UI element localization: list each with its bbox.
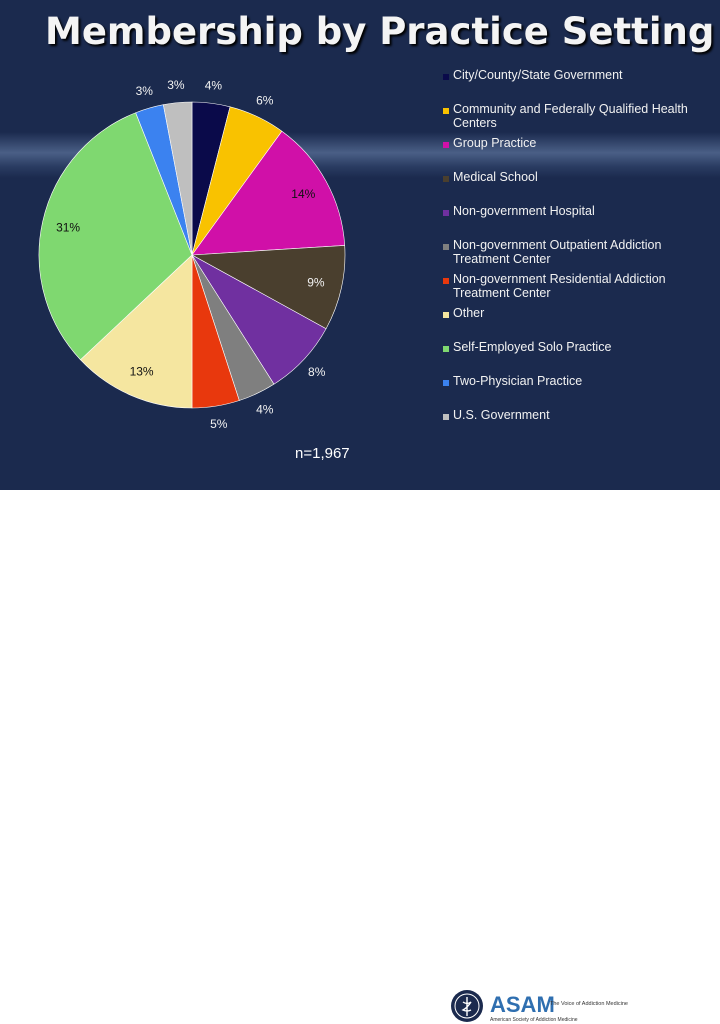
legend-swatch — [443, 380, 449, 386]
slide-title: Membership by Practice Setting — [45, 10, 715, 53]
legend-item-medical-school: Medical School — [443, 170, 713, 184]
data-label-self-employed-solo-practice: 31% — [56, 220, 80, 234]
legend-label: Non-government Hospital — [453, 204, 595, 218]
legend-swatch — [443, 312, 449, 318]
legend-label: Non-government Residential Addiction Tre… — [453, 272, 666, 300]
legend-swatch — [443, 176, 449, 182]
legend-item-community-and-federally-qualified-health-centers: Community and Federally Qualified Health… — [443, 102, 713, 130]
legend-label: Self-Employed Solo Practice — [453, 340, 612, 354]
legend-label: Non-government Outpatient Addiction Trea… — [453, 238, 662, 266]
legend-swatch — [443, 346, 449, 352]
pie-slice-self-employed-solo-practice — [38, 112, 193, 361]
logo-wordmark: ASAM — [490, 992, 555, 1017]
legend-label: U.S. Government — [453, 408, 550, 422]
legend-item-non-government-outpatient-addiction-treatment-center: Non-government Outpatient Addiction Trea… — [443, 238, 713, 266]
legend-label: City/County/State Government — [453, 68, 623, 82]
legend-item-other: Other — [443, 306, 713, 320]
data-label-non-government-outpatient-addiction-treatment-center: 4% — [256, 403, 274, 417]
data-label-two-physician-practice: 3% — [136, 84, 154, 98]
asam-logo: ASAM The Voice of Addiction Medicine Ame… — [451, 990, 628, 1023]
pie-slices — [38, 101, 346, 409]
legend-item-two-physician-practice: Two-Physician Practice — [443, 374, 713, 388]
legend-label: Two-Physician Practice — [453, 374, 583, 388]
legend-swatch — [443, 414, 449, 420]
legend-swatch — [443, 142, 449, 148]
pie-slice-other — [80, 254, 193, 409]
pie-slice-u-s-government — [162, 101, 193, 256]
legend-swatch — [443, 108, 449, 114]
footer: ASAM The Voice of Addiction Medicine Ame… — [0, 490, 720, 1023]
legend-label: Group Practice — [453, 136, 537, 150]
legend-item-group-practice: Group Practice — [443, 136, 713, 150]
data-label-group-practice: 14% — [291, 187, 315, 201]
sample-size-label: n=1,967 — [295, 445, 350, 462]
legend-item-city-county-state-government: City/County/State Government — [443, 68, 713, 82]
legend-swatch — [443, 278, 449, 284]
pie-slice-medical-school — [190, 245, 346, 330]
legend-label: Community and Federally Qualified Health… — [453, 102, 688, 130]
data-label-medical-school: 9% — [307, 276, 325, 290]
legend-label: Other — [453, 306, 485, 320]
legend-item-non-government-residential-addiction-treatment-center: Non-government Residential Addiction Tre… — [443, 272, 713, 300]
slide-background: Membership by Practice Setting 4% 6% 14% 9%… — [0, 0, 720, 490]
pie-chart: 4% 6% 14% 9% 8% 4% 5% 13% 31% 3% 3% — [38, 78, 346, 431]
pie-labels: 4% 6% 14% 9% 8% 4% 5% 13% 31% 3% 3% — [56, 78, 326, 431]
legend-swatch — [443, 210, 449, 216]
legend-item-u-s-government: U.S. Government — [443, 408, 713, 422]
logo-tagline: The Voice of Addiction Medicine — [550, 1001, 628, 1007]
logo-org: American Society of Addiction Medicine — [490, 1017, 578, 1023]
data-label-community-and-federally-qualified-health-centers: 6% — [256, 93, 274, 107]
legend-item-non-government-hospital: Non-government Hospital — [443, 204, 713, 218]
pie-slice-group-practice — [191, 130, 346, 256]
legend-swatch — [443, 244, 449, 250]
data-label-city-county-state-government: 4% — [205, 78, 223, 92]
legend-item-self-employed-solo-practice: Self-Employed Solo Practice — [443, 340, 713, 354]
data-label-non-government-hospital: 8% — [308, 365, 326, 379]
data-label-other: 13% — [130, 365, 154, 379]
data-label-u-s-government: 3% — [167, 78, 185, 92]
legend-label: Medical School — [453, 170, 538, 184]
legend-swatch — [443, 74, 449, 80]
data-label-non-government-residential-addiction-treatment-center: 5% — [210, 417, 228, 431]
